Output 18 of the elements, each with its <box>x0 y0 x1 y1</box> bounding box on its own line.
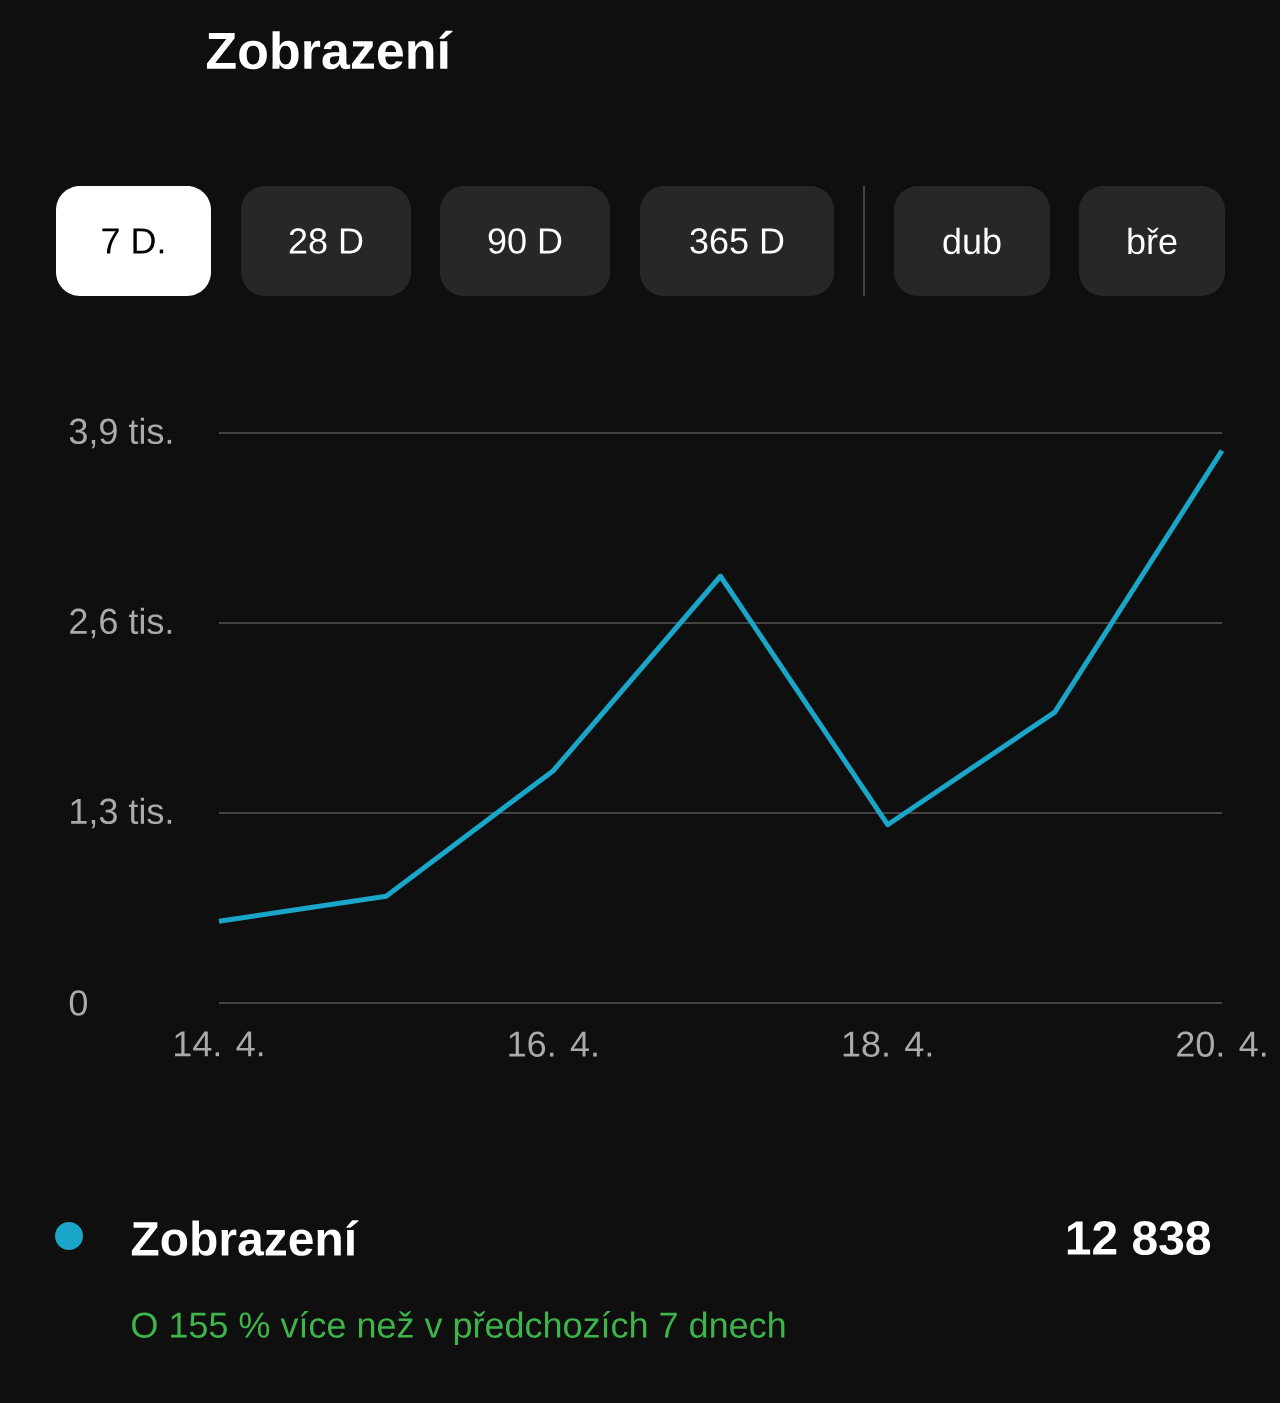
chart-title: Zobrazení <box>207 30 453 70</box>
y-tick-label: 2,6 tis. <box>70 607 172 639</box>
text: 7 D. <box>102 228 164 254</box>
text: 90 D <box>488 228 562 254</box>
x-tick-label: 14. 4. <box>175 1031 263 1057</box>
x-tick-label: 16. 4. <box>509 1031 597 1057</box>
x-tick-label: 20. 4. <box>1177 1031 1266 1057</box>
text: bře <box>1128 227 1177 255</box>
text: 28 D <box>289 228 363 254</box>
y-tick-label: 0 <box>69 990 88 1016</box>
x-tick-label: 18. 4. <box>843 1031 932 1057</box>
text: O 155 % více než v předchozích 7 dnech <box>132 1311 785 1345</box>
text: 12 838 <box>1067 1221 1211 1256</box>
legend-label: Zobrazení <box>131 1220 359 1256</box>
y-tick-label: 1,3 tis. <box>71 797 172 829</box>
text: dub <box>943 227 1001 255</box>
y-tick-label: 3,9 tis. <box>69 417 172 449</box>
text: 365 D <box>690 228 784 254</box>
